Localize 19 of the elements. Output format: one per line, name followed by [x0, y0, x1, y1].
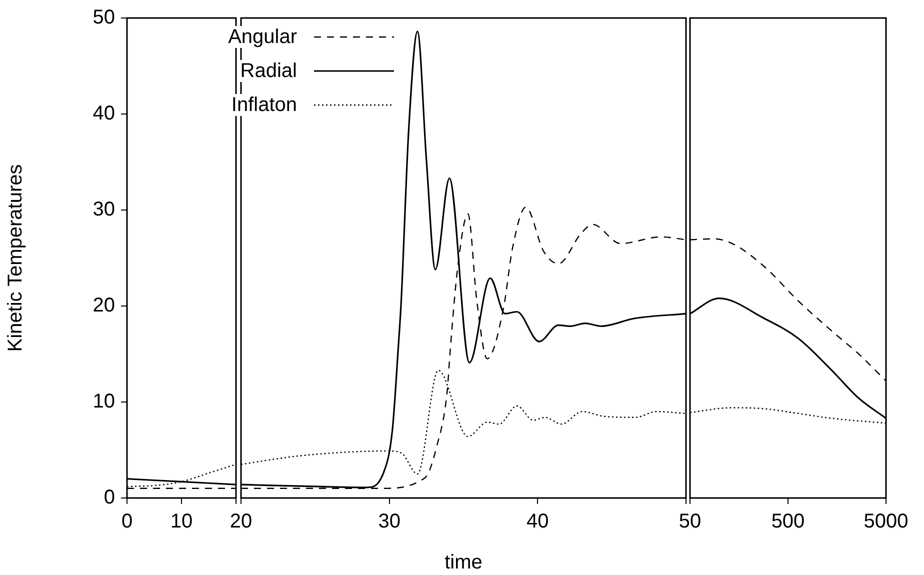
legend-label: Inflaton [228, 94, 300, 116]
x-tick-label: 30 [378, 510, 400, 533]
x-tick-label: 20 [230, 510, 252, 533]
x-tick-label: 500 [771, 510, 805, 533]
y-axis-title: Kinetic Temperatures [4, 164, 27, 352]
y-tick-label: 20 [92, 294, 115, 317]
x-tick-label: 0 [121, 510, 133, 533]
y-tick-label: 30 [92, 198, 115, 221]
y-tick-label: 40 [92, 102, 115, 125]
y-tick-label: 10 [92, 390, 115, 413]
x-tick-label: 40 [526, 510, 549, 533]
x-axis-title: time [444, 552, 482, 574]
legend-label: Angular [225, 26, 300, 48]
x-tick-label: 50 [678, 510, 702, 533]
y-tick-label: 50 [92, 6, 115, 29]
x-tick-label: 5000 [864, 510, 908, 533]
x-tick-label: 10 [170, 510, 193, 533]
legend-label: Radial [237, 60, 300, 82]
y-tick-label: 0 [104, 486, 115, 509]
